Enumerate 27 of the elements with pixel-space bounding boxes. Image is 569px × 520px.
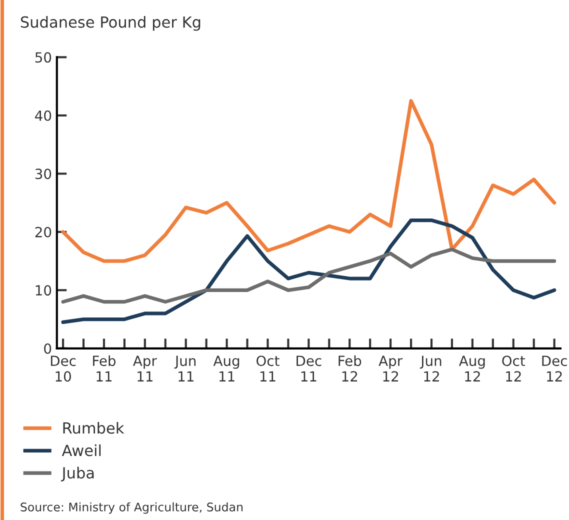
chart-title: Sudanese Pound per Kg — [20, 16, 200, 31]
y-tick-label: 20 — [35, 226, 52, 238]
line-series — [61, 99, 556, 263]
x-tick-label: Dec 12 — [542, 356, 567, 382]
x-tick-label: Jun 11 — [174, 356, 196, 382]
y-tick-label: 10 — [36, 285, 52, 296]
legend-label: Juba — [61, 466, 94, 482]
source-note: Source: Ministry of Agriculture, Sudan — [20, 502, 243, 514]
x-tick-label: Oct 12 — [502, 356, 526, 382]
y-tick-label: 30 — [35, 168, 52, 180]
x-tick-label: Aug 11 — [213, 356, 240, 382]
legend-label: Rumbek — [63, 422, 124, 434]
x-tick-label: Feb 12 — [338, 355, 362, 382]
y-tick-label: 50 — [35, 52, 52, 63]
x-tick-label: Dec 11 — [296, 356, 322, 382]
x-tick-label: Jun 12 — [420, 356, 442, 382]
x-tick-label: Oct 11 — [256, 356, 280, 382]
x-tick-label: Aug 12 — [458, 356, 485, 382]
x-tick-label: Apr 11 — [133, 356, 157, 382]
x-tick-label: Feb 11 — [93, 355, 116, 382]
y-tick-label: 40 — [35, 110, 52, 121]
line-series — [61, 218, 556, 324]
line-series — [61, 248, 556, 304]
x-tick-label: Dec 10 — [50, 356, 76, 382]
legend-label: Aweil — [62, 444, 101, 456]
x-tick-label: Apr 12 — [378, 356, 403, 382]
y-tick-label: 0 — [44, 343, 52, 354]
